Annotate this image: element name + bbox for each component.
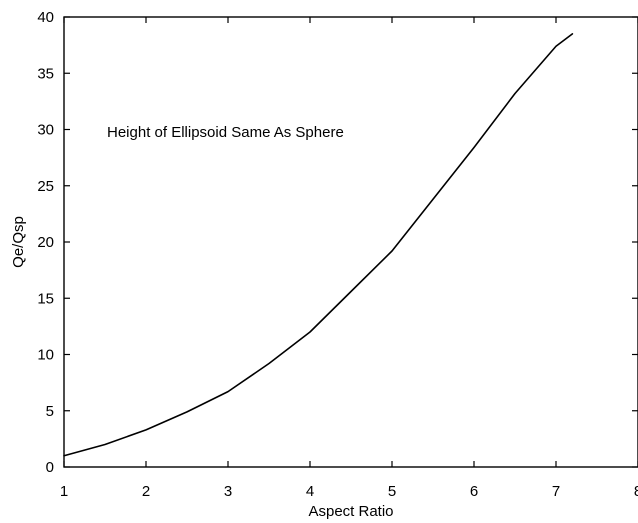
series-layer	[63, 33, 574, 457]
plot-area	[63, 16, 638, 468]
y-axis-label: Qe/Qsp	[10, 216, 27, 268]
x-tick-label: 7	[552, 483, 560, 500]
y-tick-label: 40	[37, 9, 54, 26]
y-tick-label: 35	[37, 65, 54, 82]
x-tick-label: 1	[60, 483, 68, 500]
y-tick-label: 25	[37, 178, 54, 195]
series-line	[63, 33, 574, 457]
x-tick-label: 6	[470, 483, 478, 500]
x-ticks: 1 2 3 4 5 6 7 8	[60, 17, 638, 500]
x-tick-label: 5	[388, 483, 396, 500]
x-tick-label: 3	[224, 483, 232, 500]
x-tick-label: 2	[142, 483, 150, 500]
y-ticks: 0 5 10 15 20 25 30 35 40	[37, 9, 638, 476]
y-tick-label: 20	[37, 234, 54, 251]
y-tick-label: 5	[46, 403, 54, 420]
plot-annotation: Height of Ellipsoid Same As Sphere	[107, 124, 344, 141]
y-tick-label: 10	[37, 347, 54, 364]
x-tick-label: 4	[306, 483, 314, 500]
y-tick-label: 15	[37, 290, 54, 307]
y-tick-label: 30	[37, 122, 54, 139]
x-tick-label: 8	[634, 483, 638, 500]
y-tick-label: 0	[46, 459, 54, 476]
x-axis-label: Aspect Ratio	[308, 503, 393, 520]
